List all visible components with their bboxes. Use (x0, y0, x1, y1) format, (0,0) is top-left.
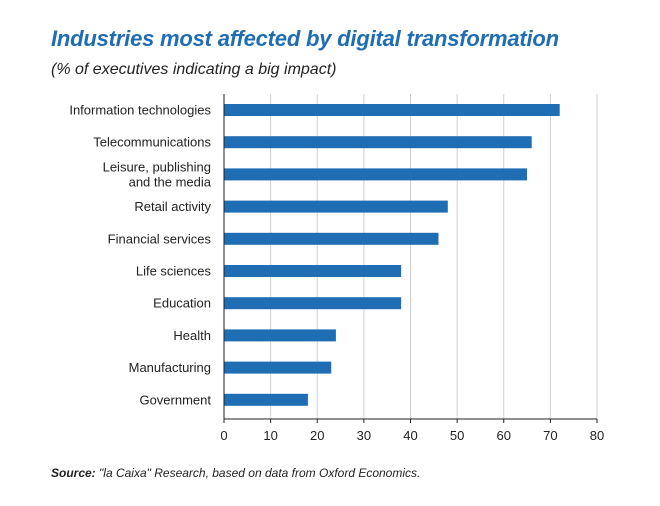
chart-title: Industries most affected by digital tran… (51, 26, 559, 51)
bar-2 (224, 168, 528, 181)
x-tick-label-70: 70 (543, 428, 557, 443)
category-label-line: Retail activity (134, 199, 211, 214)
bar-6 (224, 297, 402, 310)
bar-8 (224, 361, 332, 374)
bar-0 (224, 104, 560, 116)
x-tick-label-80: 80 (590, 428, 604, 443)
source-note: Source: "la Caixa" Research, based on da… (51, 466, 420, 480)
source-label: Source: (51, 466, 96, 480)
category-label-line: Leisure, publishing (103, 159, 211, 174)
source-text: "la Caixa" Research, based on data from … (95, 466, 421, 480)
x-tick-label-20: 20 (310, 428, 324, 443)
category-label-line: Government (139, 392, 211, 407)
x-tick-label-10: 10 (263, 428, 277, 443)
bar-3 (224, 200, 448, 213)
bar-4 (224, 232, 439, 245)
category-label-5: Life sciences (136, 264, 212, 279)
category-label-line: Telecommunications (93, 135, 211, 150)
category-label-line: Information technologies (69, 103, 211, 118)
category-label-6: Education (153, 296, 211, 311)
category-label-line: Health (173, 328, 211, 343)
x-tick-label-60: 60 (497, 428, 511, 443)
category-label-line: Manufacturing (129, 360, 211, 375)
bar-1 (224, 136, 532, 149)
x-tick-label-30: 30 (357, 428, 371, 443)
category-label-line: Financial services (108, 231, 212, 246)
x-tick-label-50: 50 (450, 428, 464, 443)
x-tick-label-0: 0 (220, 428, 227, 443)
category-label-2: Leisure, publishing and the media (103, 159, 212, 189)
category-label-3: Retail activity (134, 199, 211, 214)
bar-7 (224, 329, 336, 342)
category-label-1: Telecommunications (93, 135, 211, 150)
category-label-line: and the media (129, 174, 212, 189)
category-label-line: Life sciences (136, 264, 212, 279)
category-label-8: Manufacturing (129, 360, 211, 375)
category-label-0: Information technologies (69, 103, 211, 118)
chart-subtitle: (% of executives indicating a big impact… (51, 61, 337, 78)
category-label-line: Education (153, 296, 211, 311)
category-label-4: Financial services (108, 231, 212, 246)
category-label-9: Government (139, 392, 211, 407)
bar-9 (224, 393, 308, 406)
x-tick-label-40: 40 (403, 428, 417, 443)
category-label-7: Health (173, 328, 211, 343)
bar-5 (224, 265, 402, 277)
